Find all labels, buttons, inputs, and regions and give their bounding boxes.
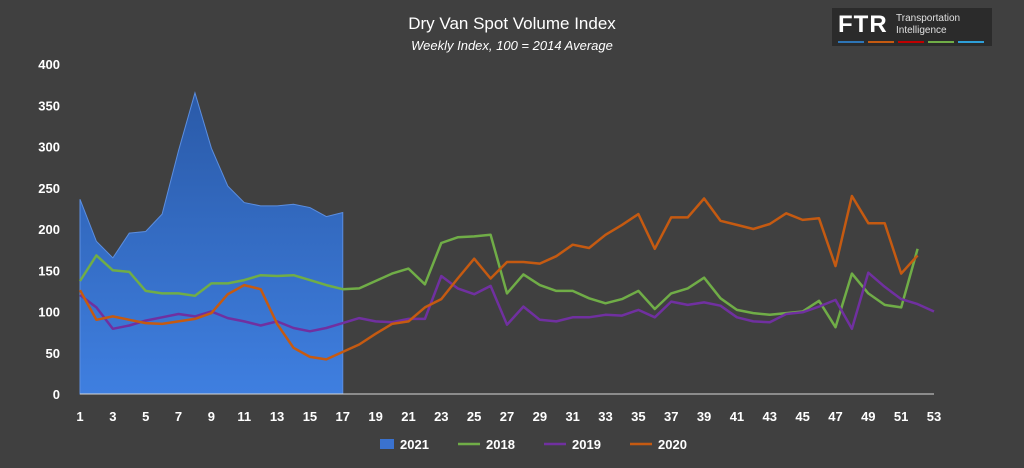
series-line-2020 (78, 194, 919, 361)
x-tick-label-49: 49 (861, 409, 875, 424)
series-area-2021 (79, 91, 344, 395)
y-tick-label-0: 0 (53, 387, 60, 402)
legend-label-2019: 2019 (572, 437, 601, 452)
y-tick-label-400: 400 (38, 57, 60, 72)
logo-tagline-line1: Transportation (896, 13, 961, 24)
x-tick-label-11: 11 (237, 409, 251, 424)
legend-label-2021: 2021 (400, 437, 429, 452)
x-tick-label-25: 25 (467, 409, 481, 424)
y-tick-label-50: 50 (46, 346, 60, 361)
legend-label-2020: 2020 (658, 437, 687, 452)
x-tick-label-37: 37 (664, 409, 678, 424)
x-axis-labels: 1 3 5 7 9 11 13 15 17 19 21 23 25 27 29 31 33 35 37 39 41 43 4… (76, 409, 941, 424)
x-tick-label-35: 35 (631, 409, 645, 424)
x-tick-label-47: 47 (828, 409, 842, 424)
y-tick-label-250: 250 (38, 181, 60, 196)
x-tick-label-27: 27 (500, 409, 514, 424)
x-tick-label-13: 13 (270, 409, 284, 424)
logo-stripe-3 (898, 41, 924, 43)
logo-stripe-5 (958, 41, 984, 43)
logo-stripe-4 (928, 41, 954, 43)
x-tick-label-3: 3 (109, 409, 116, 424)
x-tick-label-5: 5 (142, 409, 149, 424)
x-tick-label-41: 41 (730, 409, 744, 424)
x-tick-label-17: 17 (336, 409, 350, 424)
logo-stripe-1 (838, 41, 864, 43)
logo-tagline-line2: Intelligence (896, 25, 947, 36)
x-tick-label-33: 33 (598, 409, 612, 424)
legend-swatch-2021 (380, 439, 394, 449)
x-tick-label-19: 19 (368, 409, 382, 424)
legend: 2021 2018 2019 2020 (380, 437, 687, 452)
x-tick-label-21: 21 (401, 409, 415, 424)
chart-title: Dry Van Spot Volume Index (408, 14, 616, 33)
x-tick-label-43: 43 (763, 409, 777, 424)
y-tick-label-300: 300 (38, 140, 60, 155)
x-tick-label-1: 1 (76, 409, 83, 424)
logo-brand: FTR (838, 11, 888, 38)
y-tick-label-100: 100 (38, 305, 60, 320)
x-tick-label-7: 7 (175, 409, 182, 424)
logo-stripe-2 (868, 41, 894, 43)
series-layer (78, 91, 935, 395)
logo-tagline: Transportation Intelligence (896, 13, 960, 37)
x-tick-label-53: 53 (927, 409, 941, 424)
x-tick-label-31: 31 (565, 409, 579, 424)
y-tick-label-350: 350 (38, 98, 60, 113)
x-tick-label-39: 39 (697, 409, 711, 424)
ftr-logo: FTR Transportation Intelligence (832, 8, 992, 46)
legend-label-2018: 2018 (486, 437, 515, 452)
x-tick-label-23: 23 (434, 409, 448, 424)
y-axis-labels: 0 50 100 150 200 250 300 350 400 (38, 57, 60, 402)
series-line-2018 (78, 233, 919, 329)
x-tick-label-45: 45 (795, 409, 809, 424)
y-tick-label-150: 150 (38, 263, 60, 278)
x-tick-label-29: 29 (533, 409, 547, 424)
x-tick-label-9: 9 (208, 409, 215, 424)
chart-subtitle: Weekly Index, 100 = 2014 Average (411, 38, 613, 53)
series-line-2019 (79, 271, 935, 333)
y-tick-label-200: 200 (38, 222, 60, 237)
x-tick-label-51: 51 (894, 409, 908, 424)
x-tick-label-15: 15 (303, 409, 317, 424)
